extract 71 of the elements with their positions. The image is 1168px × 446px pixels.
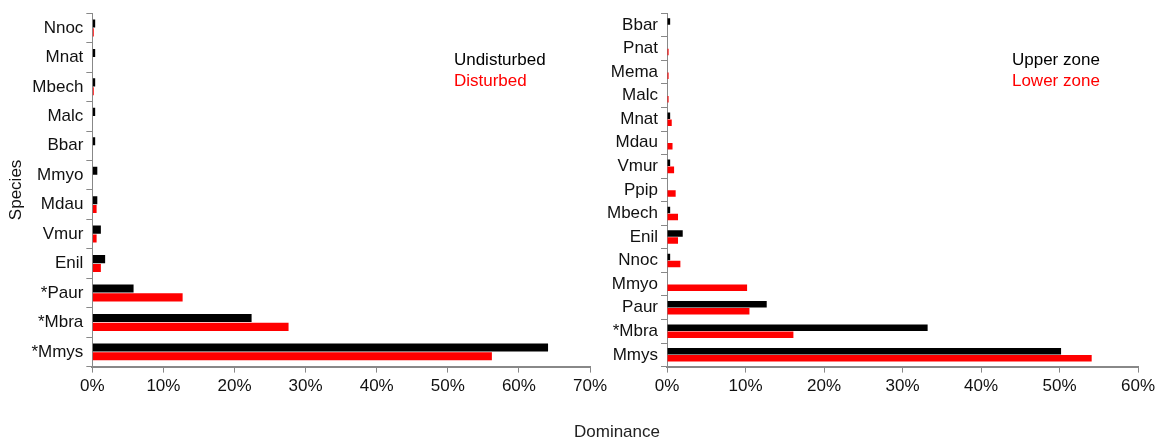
x-tick-label: 20%: [807, 376, 842, 396]
x-tick-label: 30%: [288, 376, 323, 396]
bar: [667, 284, 748, 291]
y-tick-label: Mnat: [620, 108, 659, 128]
y-tick-label: Mdau: [40, 194, 84, 214]
bar: [92, 322, 289, 331]
bar: [92, 352, 492, 361]
x-tick-label: 30%: [885, 376, 920, 396]
text: Lower zone: [1011, 69, 1100, 91]
x-tick-label: 50%: [430, 376, 465, 396]
text: Upper zone: [1011, 48, 1100, 70]
y-tick-label: Bbar: [47, 135, 84, 155]
bar: [667, 331, 794, 339]
bar: [667, 237, 679, 244]
x-tick-label: 70%: [572, 376, 608, 396]
y-tick-label: Mdau: [615, 132, 659, 152]
bar: [667, 230, 683, 237]
y-tick-label: Mmys: [612, 344, 659, 364]
y-tick-label: Nnoc: [618, 250, 659, 270]
y-tick-label: Mema: [610, 61, 659, 81]
x-tick-label: 0%: [80, 376, 105, 396]
y-tick-label: Enil: [629, 226, 659, 246]
bar: [92, 343, 549, 352]
y-tick-label: *Mbra: [612, 320, 659, 340]
y-tick-label: Nnoc: [43, 17, 84, 37]
bar: [667, 348, 1062, 355]
x-tick-label: 40%: [359, 376, 394, 396]
y-tick-label: Mbech: [32, 76, 84, 96]
x-axis-title: Dominance: [574, 422, 660, 442]
bar: [92, 255, 106, 264]
y-tick-label: *Mbra: [37, 312, 84, 332]
x-tick-label: 0%: [654, 376, 680, 396]
x-tick-label: 60%: [501, 376, 536, 396]
x-tick-label: 50%: [1042, 376, 1077, 396]
y-tick-label: Mmyo: [37, 164, 84, 184]
x-tick-label: 40%: [963, 376, 999, 396]
bar: [92, 293, 183, 302]
bar: [667, 307, 750, 315]
bar: [667, 300, 767, 308]
x-tick-label: 60%: [1120, 376, 1156, 396]
y-tick-label: Vmur: [42, 223, 84, 243]
bar: [667, 324, 928, 331]
bar: [92, 313, 252, 323]
x-tick-label: 10%: [728, 376, 763, 396]
y-tick-label: Paur: [622, 297, 659, 317]
y-tick-label: Mmyo: [611, 273, 659, 293]
x-tick-label: 10%: [146, 376, 181, 396]
y-tick-label: Ppip: [623, 179, 659, 199]
y-tick-label: Vmur: [617, 156, 659, 176]
text: Undisturbed: [453, 48, 546, 70]
y-tick-label: Enil: [54, 253, 84, 273]
bar: [92, 234, 97, 243]
y-tick-label: Malc: [47, 105, 84, 125]
bar: [92, 284, 134, 293]
y-tick-label: *Paur: [40, 282, 84, 302]
bar: [667, 143, 673, 150]
y-tick-label: *Mmys: [31, 341, 84, 361]
y-tick-label: Pnat: [623, 38, 659, 58]
text: Disturbed: [453, 69, 528, 91]
bar: [92, 204, 97, 214]
bar: [667, 190, 676, 197]
bar: [667, 355, 1092, 362]
y-tick-label: Malc: [622, 85, 659, 105]
bar: [92, 19, 96, 28]
y-tick-label: Mbech: [606, 203, 659, 223]
bar: [92, 225, 101, 234]
y-tick-label: Bbar: [622, 14, 659, 34]
y-tick-label: Mnat: [45, 47, 84, 67]
bar: [92, 263, 101, 273]
x-tick-label: 20%: [217, 376, 252, 396]
y-axis-title: Species: [5, 159, 25, 221]
